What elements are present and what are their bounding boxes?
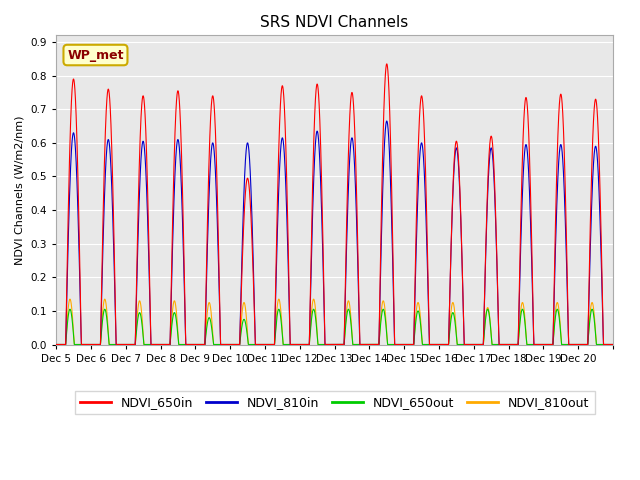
Y-axis label: NDVI Channels (W/m2/nm): NDVI Channels (W/m2/nm)	[15, 115, 25, 264]
Title: SRS NDVI Channels: SRS NDVI Channels	[260, 15, 409, 30]
Text: WP_met: WP_met	[67, 48, 124, 61]
Legend: NDVI_650in, NDVI_810in, NDVI_650out, NDVI_810out: NDVI_650in, NDVI_810in, NDVI_650out, NDV…	[74, 391, 595, 414]
